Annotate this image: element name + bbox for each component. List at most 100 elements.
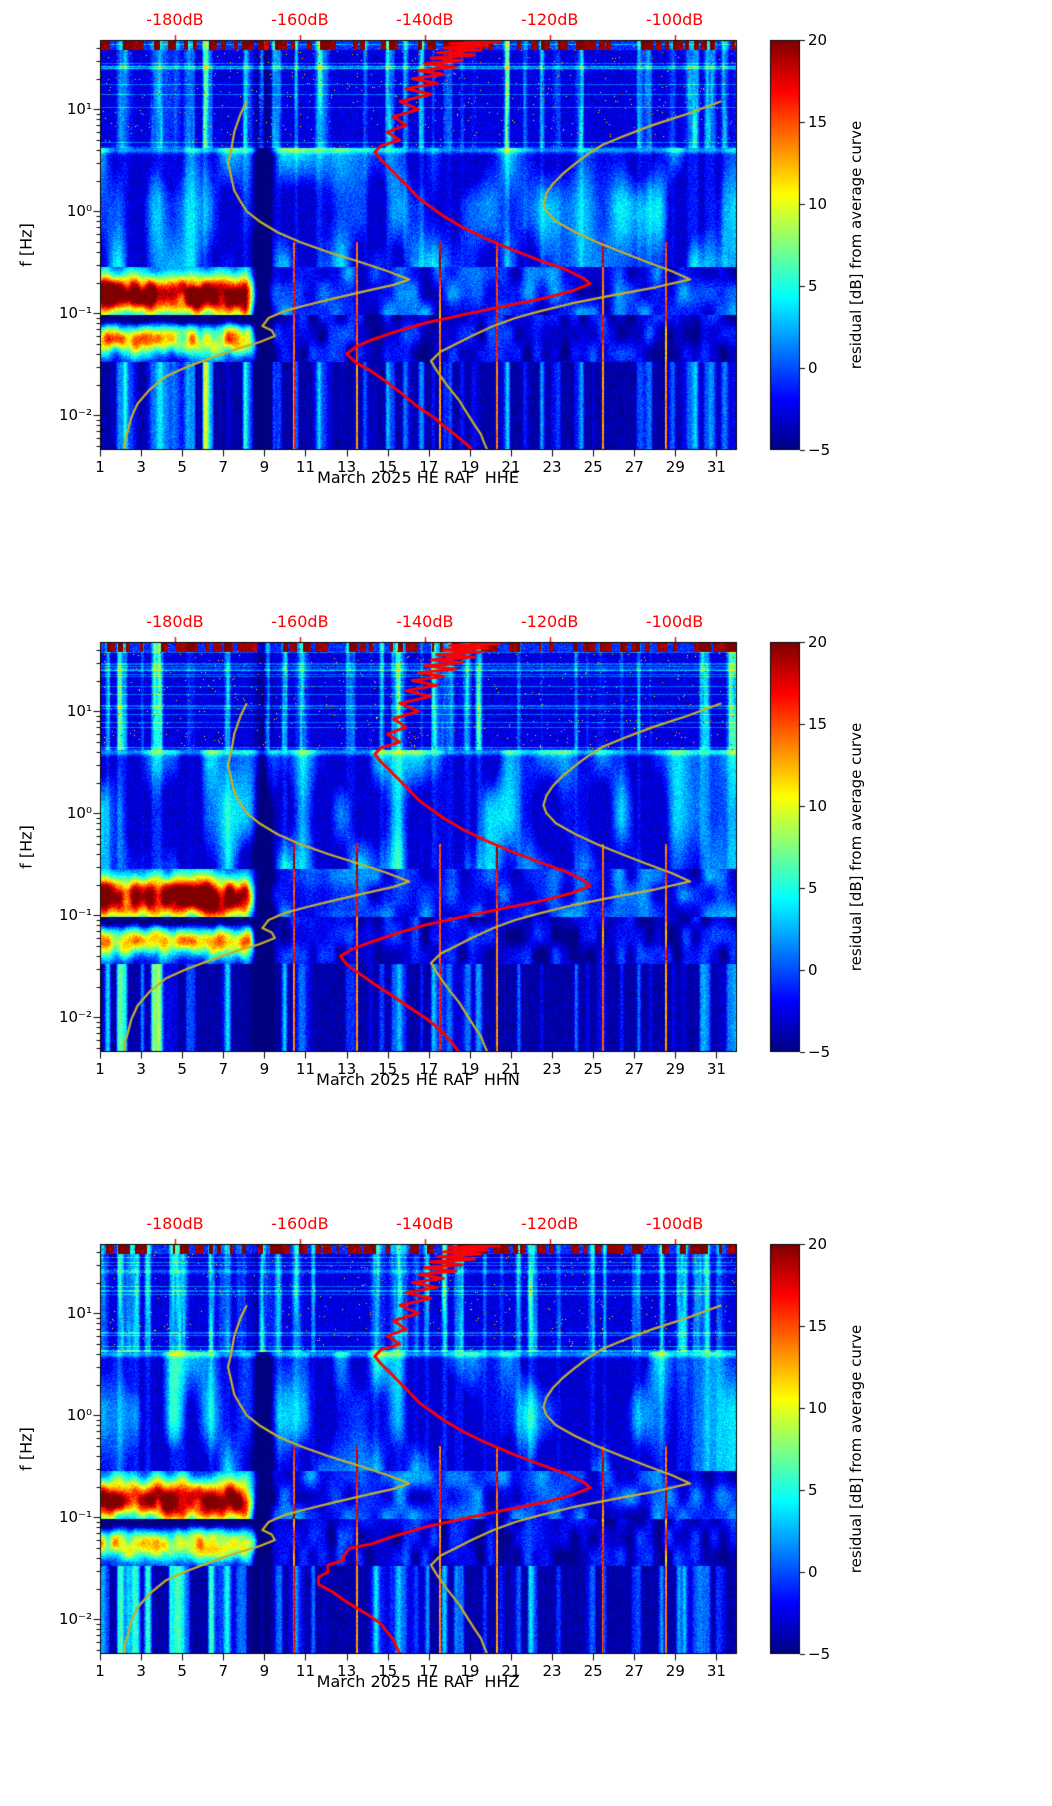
x-tick-label: 3 [136,458,146,476]
top-axis-db-label: -180dB [146,1214,204,1233]
x-tick-label: 1 [95,1060,105,1078]
x-tick-label: 15 [378,458,398,476]
colorbar-tick-label: 20 [808,30,828,49]
y-tick-label: 10⁻¹ [58,304,92,323]
panel-title: March 2025 HE RAF HHE [317,468,519,487]
colorbar-tick-label: 0 [808,358,818,377]
x-tick-label: 11 [295,458,316,476]
x-tick-label: 17 [419,1060,439,1078]
top-axis-db-label: -120dB [520,1214,579,1233]
x-tick-label: 9 [259,1060,270,1078]
spectrogram-canvas-hhn [0,602,1052,1204]
colorbar-tick-label: 0 [808,1562,818,1581]
colorbar-tick-label: 5 [808,878,818,897]
y-tick-label: 10¹ [66,1304,92,1323]
x-tick-label: 31 [706,1060,726,1078]
top-axis-db-label: -140dB [396,1214,454,1233]
top-axis-db-label: -180dB [146,10,204,29]
x-tick-label: 17 [419,1662,439,1680]
spectrogram-canvas-hhz [0,1204,1052,1806]
x-tick-label: 9 [259,1662,270,1680]
top-axis-db-label: -140dB [396,10,454,29]
y-tick-label: 10⁰ [66,804,92,823]
panel-hhe: f [Hz] residual [dB] from average curve … [0,0,1052,602]
x-tick-label: 29 [665,1662,685,1680]
top-axis-db-label: -160dB [271,612,329,631]
x-tick-label: 5 [177,1662,187,1680]
x-tick-label: 15 [378,1060,398,1078]
x-tick-label: 21 [501,458,521,476]
top-axis-db-label: -160dB [271,10,329,29]
x-tick-label: 21 [501,1060,521,1078]
top-axis-db-label: -160dB [271,1214,329,1233]
x-tick-label: 5 [177,458,187,476]
colorbar-tick-label: 15 [808,112,828,131]
x-tick-label: 7 [218,1662,229,1680]
x-tick-label: 23 [542,1060,562,1078]
x-tick-label: 11 [295,1060,316,1078]
y-tick-label: 10⁻¹ [58,1508,92,1527]
colorbar-tick-label: 10 [808,1398,828,1417]
top-axis-db-label: -120dB [520,612,579,631]
y-tick-label: 10⁰ [66,202,92,221]
colorbar-label: residual [dB] from average curve [847,1324,865,1574]
y-axis-label: f [Hz] [16,825,36,869]
top-axis-db-label: -100dB [645,10,704,29]
colorbar-tick-label: −5 [808,1644,831,1663]
x-tick-label: 25 [583,1060,603,1078]
y-tick-label: 10⁰ [66,1406,92,1425]
x-tick-label: 27 [624,1060,644,1078]
x-tick-label: 27 [624,458,644,476]
x-tick-label: 19 [460,1060,480,1078]
y-tick-label: 10¹ [66,100,92,119]
y-axis-label: f [Hz] [16,223,36,267]
top-axis-db-label: -180dB [146,612,204,631]
colorbar-tick-label: 5 [808,1480,818,1499]
top-axis-db-label: -120dB [520,10,579,29]
top-axis-db-label: -100dB [645,612,704,631]
top-axis-db-label: -140dB [396,612,454,631]
x-tick-label: 13 [337,1662,357,1680]
panel-title: March 2025 HE RAF HHZ [316,1672,520,1691]
x-tick-label: 27 [624,1662,644,1680]
x-tick-label: 31 [706,1662,726,1680]
x-tick-label: 23 [542,1662,562,1680]
x-tick-label: 25 [583,1662,603,1680]
colorbar-tick-label: 15 [808,714,828,733]
spectrogram-canvas-hhe [0,0,1052,602]
panel-title: March 2025 HE RAF HHN [316,1070,520,1089]
colorbar-tick-label: 20 [808,632,828,651]
x-tick-label: 1 [95,458,105,476]
x-tick-label: 13 [337,1060,357,1078]
colorbar-tick-label: 10 [808,194,828,213]
x-tick-label: 7 [218,1060,229,1078]
y-tick-label: 10⁻² [58,1008,92,1027]
x-tick-label: 19 [460,458,480,476]
colorbar-label: residual [dB] from average curve [847,120,865,370]
x-tick-label: 29 [665,458,685,476]
y-tick-label: 10⁻² [58,1610,92,1629]
colorbar-tick-label: 0 [808,960,818,979]
top-axis-db-label: -100dB [645,1214,704,1233]
colorbar-tick-label: −5 [808,440,831,459]
colorbar-tick-label: 15 [808,1316,828,1335]
x-tick-label: 25 [583,458,603,476]
x-tick-label: 23 [542,458,562,476]
x-tick-label: 9 [259,458,270,476]
panel-hhz: f [Hz] residual [dB] from average curve … [0,1204,1052,1806]
y-tick-label: 10¹ [66,702,92,721]
y-axis-label: f [Hz] [16,1427,36,1471]
x-tick-label: 19 [460,1662,480,1680]
x-tick-label: 13 [337,458,357,476]
x-tick-label: 29 [665,1060,685,1078]
y-tick-label: 10⁻² [58,406,92,425]
colorbar-tick-label: −5 [808,1042,831,1061]
x-tick-label: 3 [136,1662,146,1680]
x-tick-label: 31 [706,458,726,476]
colorbar-tick-label: 5 [808,276,818,295]
colorbar-tick-label: 20 [808,1234,828,1253]
x-tick-label: 1 [95,1662,105,1680]
x-tick-label: 17 [419,458,439,476]
x-tick-label: 11 [295,1662,316,1680]
